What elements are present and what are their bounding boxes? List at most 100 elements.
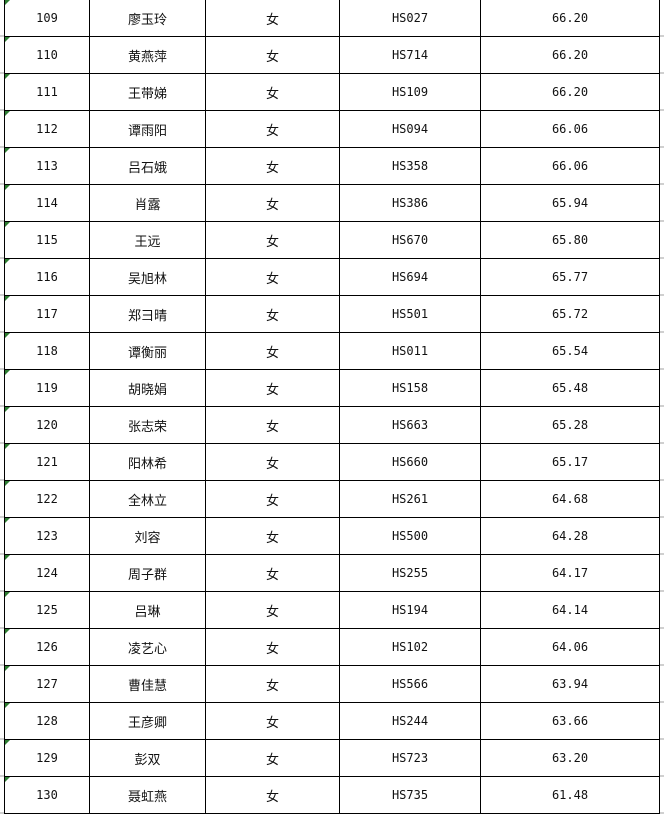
name-cell[interactable]: 凌艺心 — [89, 628, 206, 666]
id-cell[interactable]: HS255 — [339, 554, 481, 592]
rank-cell[interactable]: 115 — [4, 221, 90, 259]
score-cell[interactable]: 65.54 — [480, 332, 660, 370]
gender-cell[interactable]: 女 — [205, 258, 340, 296]
name-cell[interactable]: 吕琳 — [89, 591, 206, 629]
score-cell[interactable]: 65.80 — [480, 221, 660, 259]
score-cell[interactable]: 65.77 — [480, 258, 660, 296]
gender-cell[interactable]: 女 — [205, 295, 340, 333]
score-cell[interactable]: 65.28 — [480, 406, 660, 444]
gender-cell[interactable]: 女 — [205, 332, 340, 370]
gender-cell[interactable]: 女 — [205, 628, 340, 666]
rank-cell[interactable]: 124 — [4, 554, 90, 592]
name-cell[interactable]: 周子群 — [89, 554, 206, 592]
gender-cell[interactable]: 女 — [205, 443, 340, 481]
id-cell[interactable]: HS011 — [339, 332, 481, 370]
rank-cell[interactable]: 127 — [4, 665, 90, 703]
id-cell[interactable]: HS660 — [339, 443, 481, 481]
score-cell[interactable]: 63.94 — [480, 665, 660, 703]
id-cell[interactable]: HS109 — [339, 73, 481, 111]
gender-cell[interactable]: 女 — [205, 369, 340, 407]
id-cell[interactable]: HS386 — [339, 184, 481, 222]
rank-cell[interactable]: 121 — [4, 443, 90, 481]
rank-cell[interactable]: 119 — [4, 369, 90, 407]
score-cell[interactable]: 66.20 — [480, 0, 660, 37]
rank-cell[interactable]: 120 — [4, 406, 90, 444]
name-cell[interactable]: 胡晓娟 — [89, 369, 206, 407]
rank-cell[interactable]: 114 — [4, 184, 90, 222]
rank-cell[interactable]: 118 — [4, 332, 90, 370]
id-cell[interactable]: HS194 — [339, 591, 481, 629]
id-cell[interactable]: HS735 — [339, 776, 481, 814]
gender-cell[interactable]: 女 — [205, 702, 340, 740]
score-cell[interactable]: 64.14 — [480, 591, 660, 629]
score-cell[interactable]: 64.28 — [480, 517, 660, 555]
score-cell[interactable]: 64.06 — [480, 628, 660, 666]
rank-cell[interactable]: 109 — [4, 0, 90, 37]
rank-cell[interactable]: 126 — [4, 628, 90, 666]
id-cell[interactable]: HS500 — [339, 517, 481, 555]
name-cell[interactable]: 聂虹燕 — [89, 776, 206, 814]
name-cell[interactable]: 阳林希 — [89, 443, 206, 481]
id-cell[interactable]: HS358 — [339, 147, 481, 185]
id-cell[interactable]: HS102 — [339, 628, 481, 666]
gender-cell[interactable]: 女 — [205, 517, 340, 555]
rank-cell[interactable]: 123 — [4, 517, 90, 555]
score-cell[interactable]: 64.68 — [480, 480, 660, 518]
id-cell[interactable]: HS670 — [339, 221, 481, 259]
rank-cell[interactable]: 110 — [4, 36, 90, 74]
name-cell[interactable]: 王远 — [89, 221, 206, 259]
name-cell[interactable]: 吴旭林 — [89, 258, 206, 296]
gender-cell[interactable]: 女 — [205, 591, 340, 629]
gender-cell[interactable]: 女 — [205, 73, 340, 111]
name-cell[interactable]: 刘容 — [89, 517, 206, 555]
gender-cell[interactable]: 女 — [205, 0, 340, 37]
name-cell[interactable]: 彭双 — [89, 739, 206, 777]
id-cell[interactable]: HS244 — [339, 702, 481, 740]
id-cell[interactable]: HS694 — [339, 258, 481, 296]
score-cell[interactable]: 65.48 — [480, 369, 660, 407]
rank-cell[interactable]: 117 — [4, 295, 90, 333]
gender-cell[interactable]: 女 — [205, 110, 340, 148]
rank-cell[interactable]: 129 — [4, 739, 90, 777]
name-cell[interactable]: 曹佳慧 — [89, 665, 206, 703]
score-cell[interactable]: 66.06 — [480, 110, 660, 148]
id-cell[interactable]: HS566 — [339, 665, 481, 703]
name-cell[interactable]: 肖露 — [89, 184, 206, 222]
name-cell[interactable]: 廖玉玲 — [89, 0, 206, 37]
rank-cell[interactable]: 116 — [4, 258, 90, 296]
score-cell[interactable]: 63.20 — [480, 739, 660, 777]
gender-cell[interactable]: 女 — [205, 480, 340, 518]
rank-cell[interactable]: 111 — [4, 73, 90, 111]
name-cell[interactable]: 谭雨阳 — [89, 110, 206, 148]
score-cell[interactable]: 65.72 — [480, 295, 660, 333]
id-cell[interactable]: HS027 — [339, 0, 481, 37]
id-cell[interactable]: HS663 — [339, 406, 481, 444]
name-cell[interactable]: 郑彐晴 — [89, 295, 206, 333]
gender-cell[interactable]: 女 — [205, 406, 340, 444]
rank-cell[interactable]: 125 — [4, 591, 90, 629]
score-cell[interactable]: 66.20 — [480, 36, 660, 74]
id-cell[interactable]: HS094 — [339, 110, 481, 148]
gender-cell[interactable]: 女 — [205, 147, 340, 185]
score-cell[interactable]: 63.66 — [480, 702, 660, 740]
gender-cell[interactable]: 女 — [205, 776, 340, 814]
score-cell[interactable]: 65.94 — [480, 184, 660, 222]
gender-cell[interactable]: 女 — [205, 36, 340, 74]
name-cell[interactable]: 谭衡丽 — [89, 332, 206, 370]
gender-cell[interactable]: 女 — [205, 665, 340, 703]
name-cell[interactable]: 黄燕萍 — [89, 36, 206, 74]
id-cell[interactable]: HS501 — [339, 295, 481, 333]
id-cell[interactable]: HS714 — [339, 36, 481, 74]
name-cell[interactable]: 王带娣 — [89, 73, 206, 111]
rank-cell[interactable]: 122 — [4, 480, 90, 518]
id-cell[interactable]: HS723 — [339, 739, 481, 777]
gender-cell[interactable]: 女 — [205, 739, 340, 777]
name-cell[interactable]: 王彦卿 — [89, 702, 206, 740]
name-cell[interactable]: 张志荣 — [89, 406, 206, 444]
rank-cell[interactable]: 130 — [4, 776, 90, 814]
rank-cell[interactable]: 112 — [4, 110, 90, 148]
gender-cell[interactable]: 女 — [205, 221, 340, 259]
name-cell[interactable]: 吕石娥 — [89, 147, 206, 185]
score-cell[interactable]: 66.20 — [480, 73, 660, 111]
score-cell[interactable]: 66.06 — [480, 147, 660, 185]
